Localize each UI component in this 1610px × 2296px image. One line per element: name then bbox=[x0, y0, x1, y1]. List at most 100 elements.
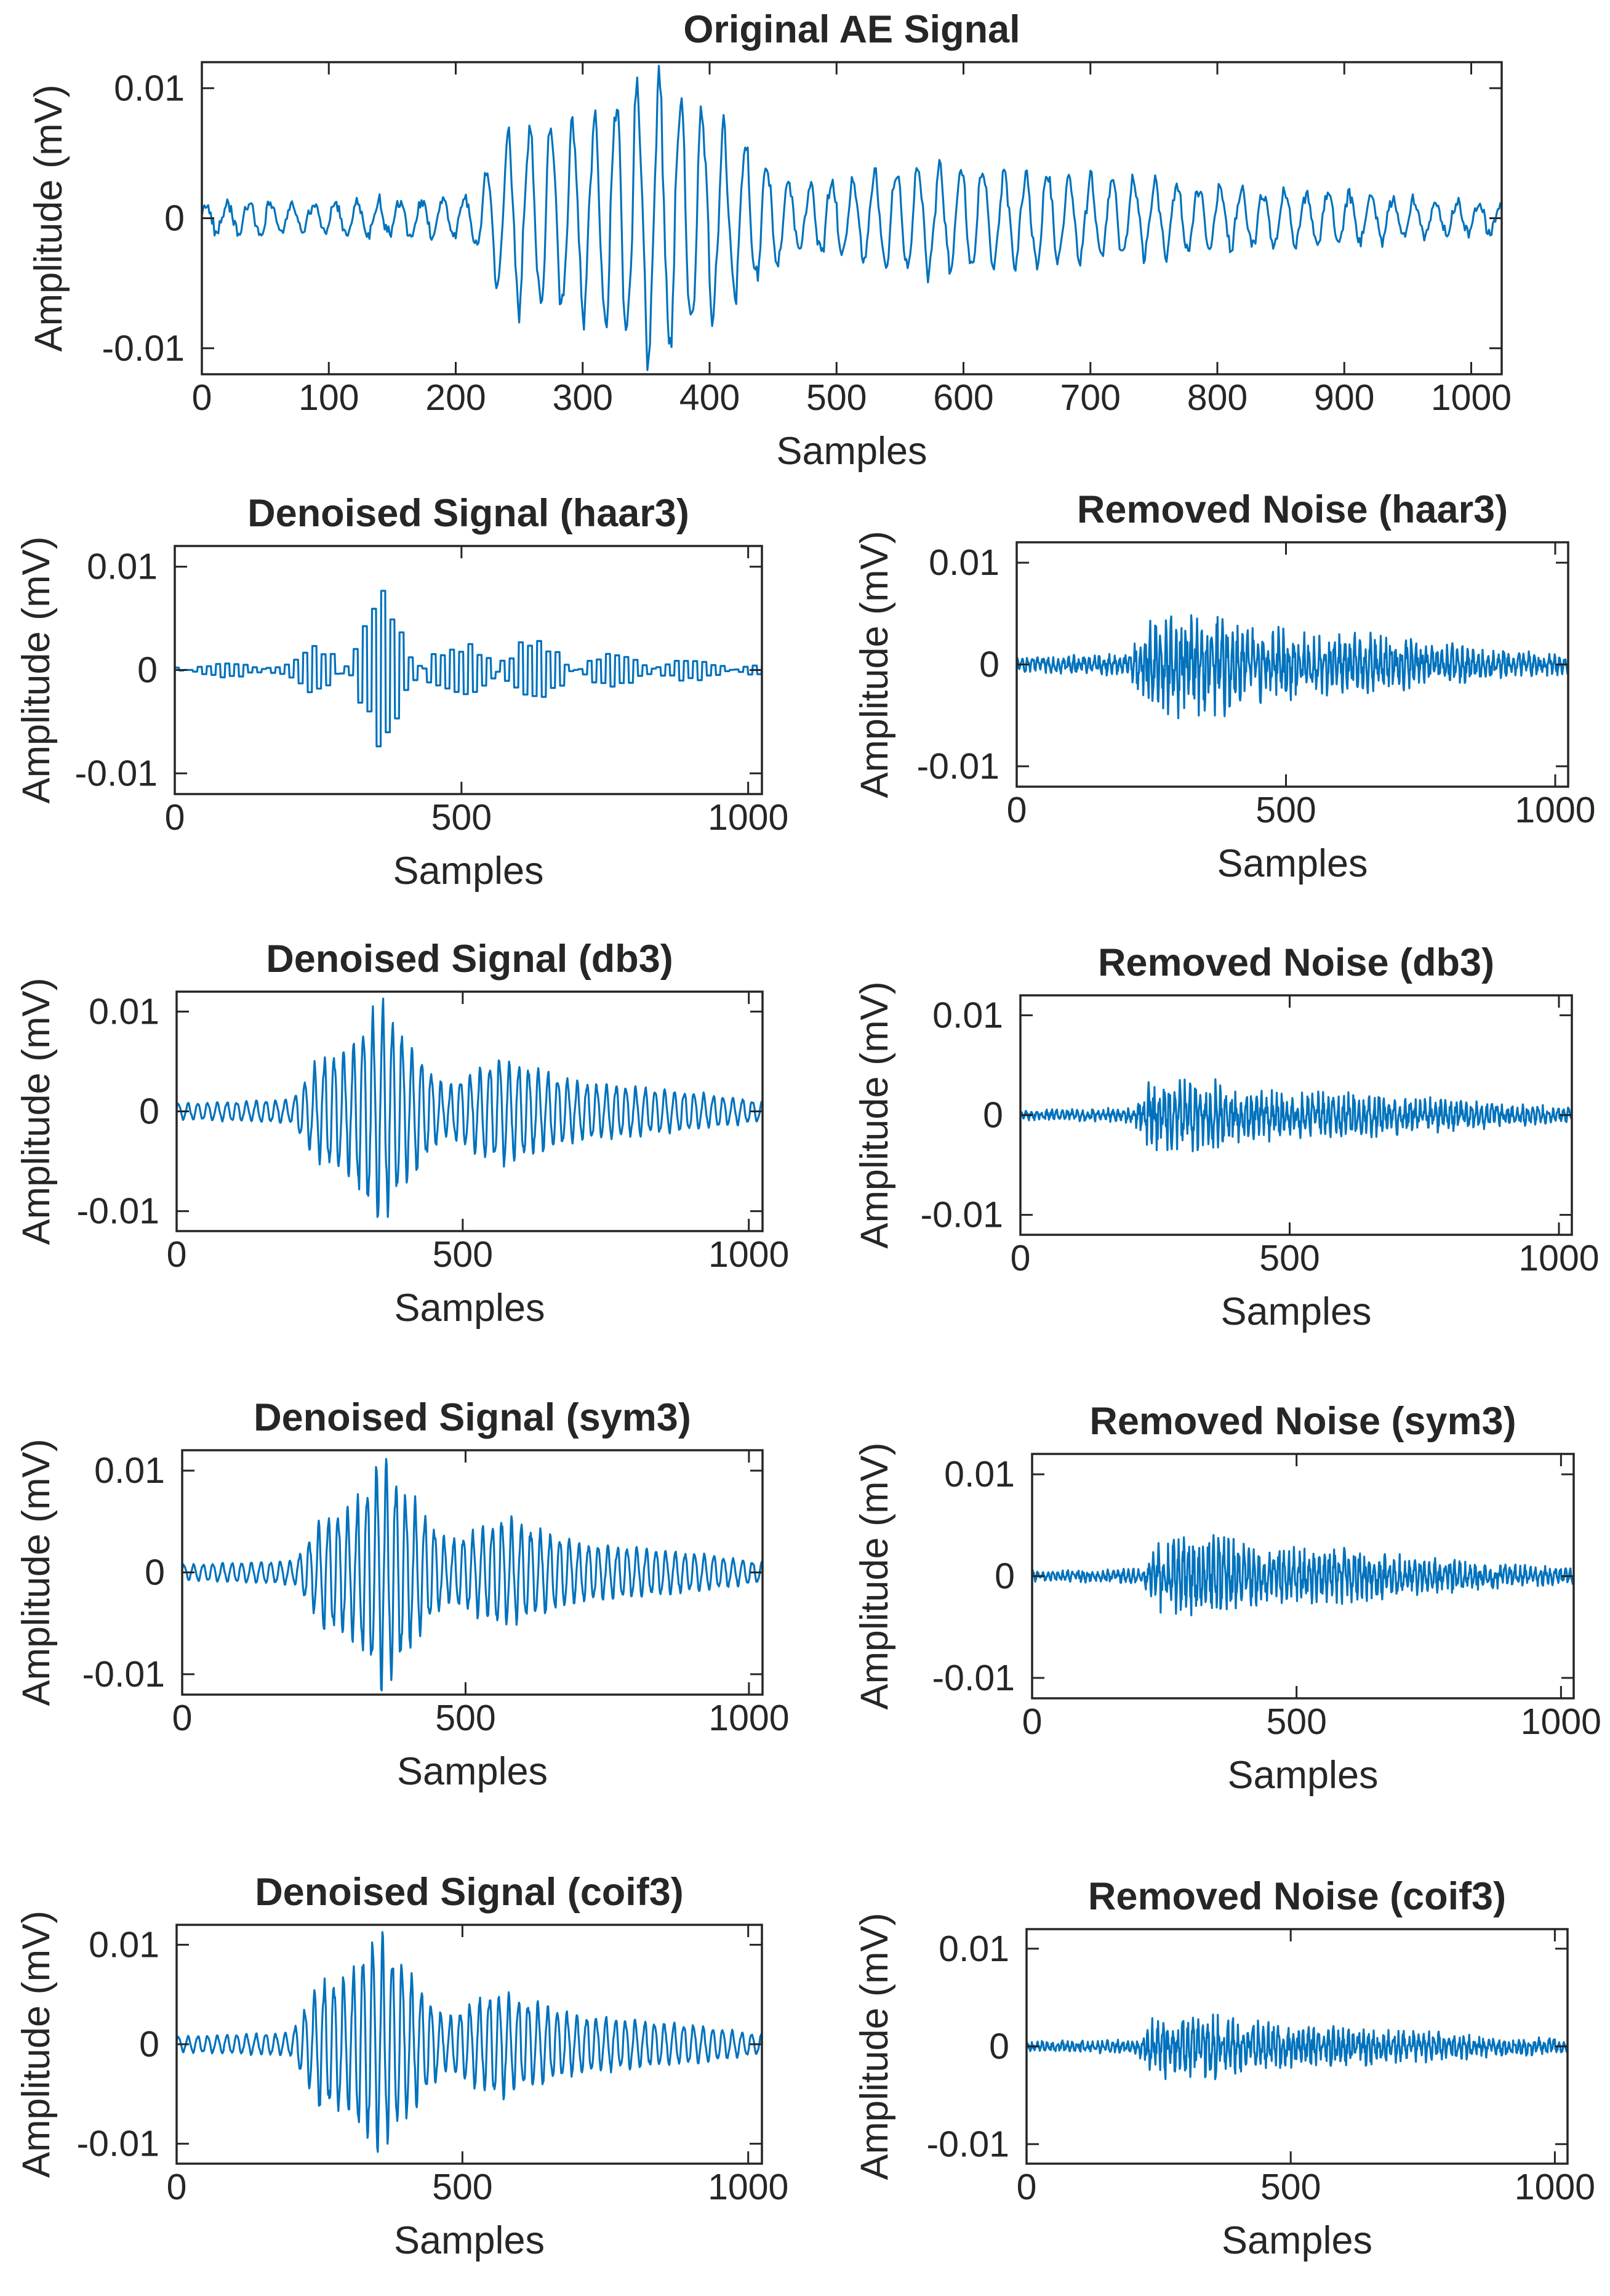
series-line bbox=[1020, 1078, 1572, 1152]
chart-title: Removed Noise (haar3) bbox=[1077, 488, 1508, 531]
series-line bbox=[177, 997, 763, 1218]
x-tick-label: 1000 bbox=[708, 1698, 789, 1738]
chart-title: Denoised Signal (coif3) bbox=[255, 1871, 684, 1914]
y-tick-label: 0.01 bbox=[94, 1450, 165, 1491]
y-axis-label: Amplitude (mV) bbox=[853, 1913, 896, 2180]
y-tick-label: 0.01 bbox=[932, 995, 1003, 1035]
series-line bbox=[175, 590, 762, 748]
series-line bbox=[177, 1931, 762, 2153]
y-tick-label: 0 bbox=[979, 644, 999, 685]
chart-title: Removed Noise (coif3) bbox=[1088, 1875, 1506, 1918]
y-axis-label: Amplitude (mV) bbox=[15, 536, 58, 803]
y-tick-label: 0 bbox=[995, 1556, 1015, 1597]
x-tick-label: 0 bbox=[1017, 2167, 1037, 2207]
x-tick-label: 0 bbox=[1007, 790, 1027, 830]
y-axis-label: Amplitude (mV) bbox=[853, 531, 896, 798]
series-line bbox=[182, 1458, 763, 1692]
y-axis-label: Amplitude (mV) bbox=[853, 981, 896, 1248]
y-tick-label: 0 bbox=[989, 2026, 1009, 2067]
x-tick-label: 500 bbox=[432, 2167, 492, 2207]
y-tick-label: 0.01 bbox=[944, 1454, 1015, 1495]
x-tick-label: 0 bbox=[167, 1234, 187, 1275]
y-tick-label: 0.01 bbox=[87, 547, 158, 587]
x-tick-label: 800 bbox=[1187, 377, 1248, 418]
y-tick-label: 0 bbox=[137, 650, 158, 691]
chart-title: Removed Noise (db3) bbox=[1098, 941, 1494, 984]
y-tick-label: 0.01 bbox=[114, 68, 185, 108]
y-tick-label: -0.01 bbox=[82, 1654, 165, 1695]
x-tick-label: 1000 bbox=[1431, 377, 1512, 418]
series-line bbox=[1032, 1534, 1574, 1616]
x-axis-label: Samples bbox=[776, 430, 927, 473]
chart-title: Denoised Signal (haar3) bbox=[247, 492, 689, 535]
x-tick-label: 1000 bbox=[708, 2167, 788, 2207]
x-axis-label: Samples bbox=[1227, 1754, 1378, 1797]
y-tick-label: 0.01 bbox=[89, 991, 159, 1032]
x-tick-label: 500 bbox=[1259, 1238, 1320, 1278]
plot-area bbox=[182, 1450, 763, 1695]
y-tick-label: -0.01 bbox=[77, 2124, 159, 2164]
x-tick-label: 1000 bbox=[1515, 790, 1595, 830]
x-axis-label: Samples bbox=[1220, 1290, 1371, 1333]
y-axis-label: Amplitude (mV) bbox=[15, 1911, 58, 2178]
y-tick-label: 0 bbox=[139, 2024, 159, 2065]
y-tick-label: -0.01 bbox=[932, 1658, 1015, 1698]
x-tick-label: 1000 bbox=[708, 1234, 789, 1275]
x-tick-label: 0 bbox=[172, 1698, 193, 1738]
y-tick-label: 0.01 bbox=[89, 1924, 159, 1965]
x-tick-label: 200 bbox=[425, 377, 486, 418]
x-axis-label: Samples bbox=[397, 1750, 548, 1793]
x-tick-label: 1000 bbox=[1521, 1701, 1601, 1742]
x-axis-label: Samples bbox=[1217, 842, 1368, 885]
y-tick-label: -0.01 bbox=[927, 2124, 1009, 2164]
series-line bbox=[1027, 2013, 1568, 2081]
y-tick-label: -0.01 bbox=[917, 746, 999, 787]
x-tick-label: 500 bbox=[435, 1698, 495, 1738]
x-tick-label: 500 bbox=[431, 797, 492, 838]
y-tick-label: -0.01 bbox=[75, 753, 158, 793]
x-tick-label: 0 bbox=[1011, 1238, 1031, 1278]
x-axis-label: Samples bbox=[393, 849, 543, 893]
chart-orig: 0 100 200 300 400 500 600 700 800 900 10000.010-0.… bbox=[27, 8, 1512, 473]
x-tick-label: 700 bbox=[1060, 377, 1121, 418]
plot-area bbox=[177, 1925, 762, 2164]
x-tick-label: 0 bbox=[167, 2167, 187, 2207]
y-tick-label: 0 bbox=[145, 1552, 165, 1593]
x-axis-label: Samples bbox=[1222, 2219, 1372, 2262]
chart-title: Original AE Signal bbox=[683, 8, 1020, 51]
y-axis-label: Amplitude (mV) bbox=[27, 84, 70, 351]
y-axis-label: Amplitude (mV) bbox=[853, 1442, 896, 1709]
y-tick-label: -0.01 bbox=[77, 1191, 159, 1232]
y-tick-label: 0 bbox=[164, 198, 185, 239]
plot-area bbox=[202, 62, 1502, 374]
x-axis-label: Samples bbox=[394, 1286, 545, 1330]
series-line bbox=[1017, 614, 1568, 720]
x-tick-label: 500 bbox=[1256, 790, 1316, 830]
chart-title: Denoised Signal (db3) bbox=[266, 937, 673, 981]
chart-title: Denoised Signal (sym3) bbox=[254, 1396, 691, 1439]
x-tick-label: 600 bbox=[933, 377, 993, 418]
x-tick-label: 0 bbox=[165, 797, 185, 838]
y-axis-label: Amplitude (mV) bbox=[15, 977, 58, 1245]
y-tick-label: 0.01 bbox=[929, 542, 999, 583]
x-tick-label: 1000 bbox=[1518, 1238, 1599, 1278]
y-axis-label: Amplitude (mV) bbox=[15, 1439, 58, 1706]
x-tick-label: 1000 bbox=[708, 797, 788, 838]
series-line bbox=[202, 65, 1502, 371]
x-tick-label: 500 bbox=[806, 377, 867, 418]
y-tick-label: 0 bbox=[139, 1091, 159, 1132]
y-tick-label: 0.01 bbox=[939, 1929, 1009, 1969]
x-axis-label: Samples bbox=[394, 2219, 545, 2262]
x-tick-label: 100 bbox=[298, 377, 359, 418]
x-tick-label: 900 bbox=[1314, 377, 1374, 418]
x-tick-label: 500 bbox=[1260, 2167, 1321, 2207]
